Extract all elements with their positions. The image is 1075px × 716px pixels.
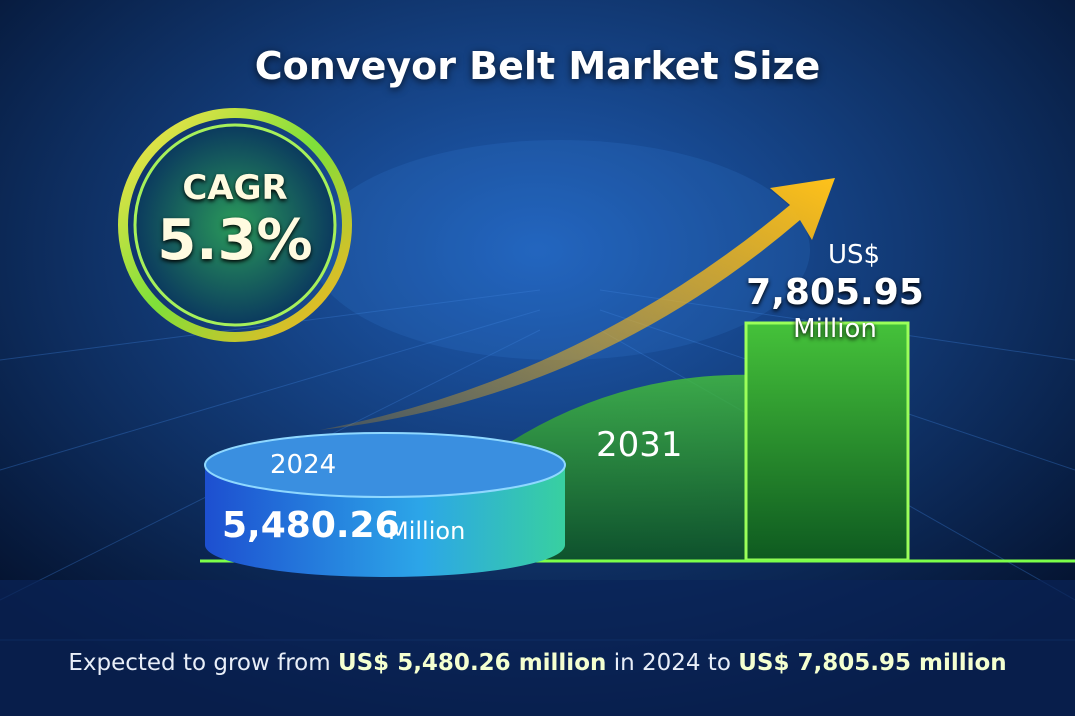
cagr-value: 5.3% <box>157 208 313 273</box>
rollers <box>0 580 1075 716</box>
cagr-disc <box>133 123 337 327</box>
end-unit: Million <box>793 314 877 344</box>
footer: Expected to grow from US$ 5,480.26 milli… <box>0 650 1075 676</box>
world-map <box>310 140 810 360</box>
start-year: 2024 <box>270 450 337 480</box>
cylinder-top <box>204 432 566 498</box>
footer-mid: in 2024 to <box>613 650 731 676</box>
title: Conveyor Belt Market Size <box>254 44 821 88</box>
end-value: 7,805.95 <box>746 272 924 313</box>
footer-to: US$ 7,805.95 million <box>738 650 1007 676</box>
bar-2031 <box>744 321 910 562</box>
footer-lead: Expected to grow from <box>68 650 331 676</box>
footer-from: US$ 5,480.26 million <box>337 650 607 676</box>
cagr-ring <box>118 108 352 342</box>
end-year: 2031 <box>596 425 683 465</box>
start-value: 5,480.26 <box>222 505 400 546</box>
start-unit: Million <box>388 517 466 545</box>
cagr-label: CAGR <box>182 168 288 208</box>
end-currency: US$ <box>828 240 881 270</box>
